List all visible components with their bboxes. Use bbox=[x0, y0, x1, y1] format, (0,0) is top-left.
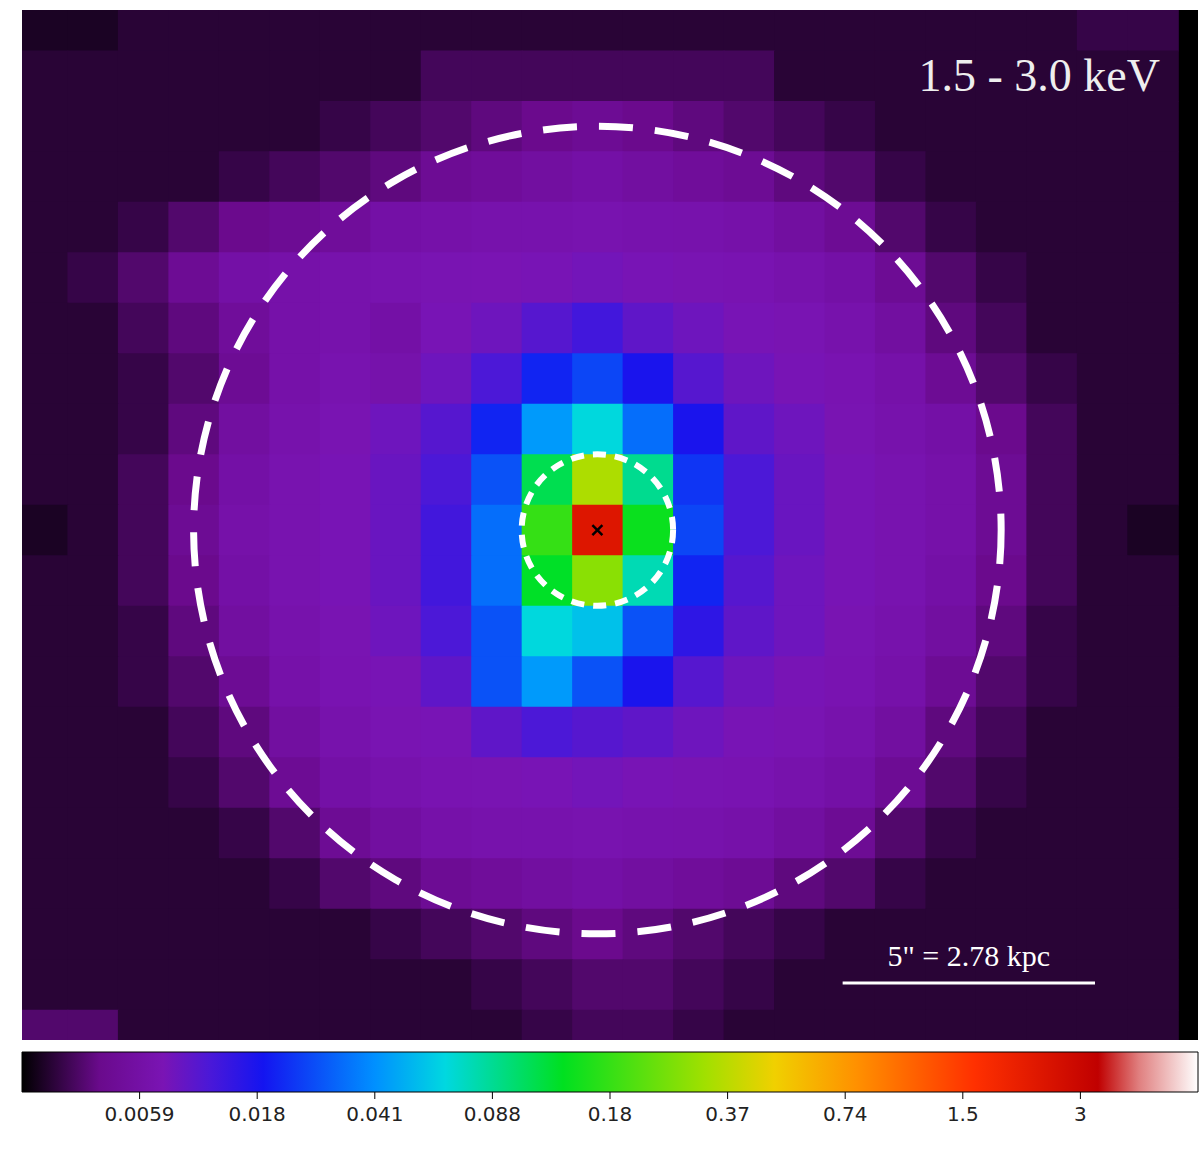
svg-text:0.0059: 0.0059 bbox=[105, 1102, 175, 1126]
svg-text:0.018: 0.018 bbox=[229, 1102, 286, 1126]
svg-text:1.5 - 3.0 keV: 1.5 - 3.0 keV bbox=[919, 50, 1160, 101]
svg-text:3: 3 bbox=[1074, 1102, 1087, 1126]
svg-text:0.74: 0.74 bbox=[823, 1102, 868, 1126]
svg-text:5" = 2.78 kpc: 5" = 2.78 kpc bbox=[888, 939, 1050, 972]
svg-text:0.041: 0.041 bbox=[346, 1102, 403, 1126]
svg-text:0.37: 0.37 bbox=[705, 1102, 750, 1126]
svg-text:0.18: 0.18 bbox=[588, 1102, 633, 1126]
svg-text:0.088: 0.088 bbox=[464, 1102, 521, 1126]
svg-text:1.5: 1.5 bbox=[947, 1102, 979, 1126]
